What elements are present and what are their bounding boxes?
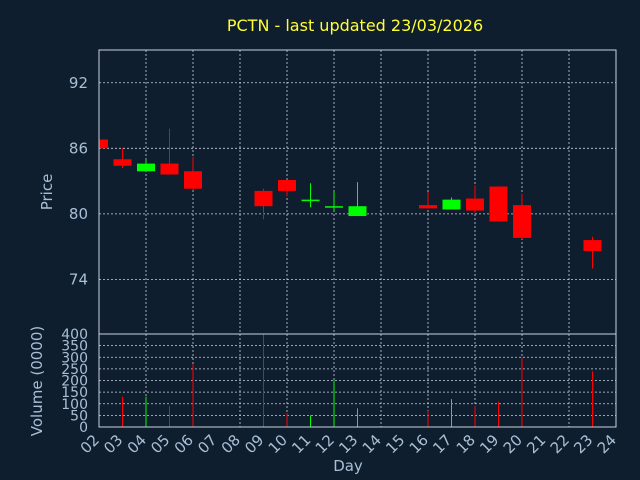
- candle-body: [160, 163, 179, 175]
- x-axis-label: Day: [333, 457, 363, 475]
- x-tick-label: 24: [594, 431, 620, 457]
- candle: [160, 128, 179, 175]
- candle-body: [489, 186, 508, 222]
- x-tick-label: 15: [382, 431, 408, 457]
- candle: [113, 148, 132, 168]
- volume-tick-label: 250: [61, 362, 88, 378]
- x-tick-label: 09: [241, 431, 267, 457]
- volume-tick-label: 0: [79, 420, 88, 436]
- x-tick-label: 23: [570, 431, 596, 457]
- candle-body: [348, 206, 367, 217]
- candle-body: [466, 198, 484, 211]
- candle: [513, 194, 531, 239]
- volume-bars: [122, 334, 593, 427]
- x-tick-label: 19: [476, 431, 502, 457]
- x-tick-label: 06: [171, 431, 197, 457]
- price-tick-label: 80: [69, 205, 88, 223]
- candle: [466, 185, 484, 213]
- candle: [278, 179, 296, 197]
- price-tick-label: 92: [69, 74, 88, 92]
- x-tick-label: 22: [547, 431, 573, 457]
- x-tick-label: 13: [335, 431, 361, 457]
- volume-tick-label: 200: [61, 374, 88, 390]
- x-ticks: 0203040506070809101112131415161718192021…: [77, 431, 620, 457]
- candle: [184, 157, 202, 190]
- chart-title: PCTN - last updated 23/03/2026: [227, 16, 483, 35]
- price-axis-label: Price: [38, 174, 56, 211]
- x-tick-label: 18: [453, 431, 479, 457]
- candle-body: [184, 171, 202, 189]
- candle-body: [419, 205, 437, 209]
- price-tick-label: 86: [69, 139, 88, 157]
- volume-frame: [98, 333, 617, 428]
- candle: [348, 182, 367, 217]
- x-tick-label: 03: [100, 431, 126, 457]
- volume-tick-label: 350: [61, 339, 88, 355]
- volume-axis-label: Volume (0000): [28, 326, 46, 436]
- x-tick-label: 04: [124, 431, 150, 457]
- candle: [419, 192, 437, 209]
- candle: [301, 183, 320, 208]
- candle-body: [278, 179, 296, 191]
- candle-body: [254, 190, 273, 207]
- candles: [98, 128, 602, 269]
- x-tick-label: 17: [429, 431, 455, 457]
- x-tick-label: 16: [406, 431, 432, 457]
- x-tick-label: 14: [359, 431, 385, 457]
- volume-tick-label: 300: [61, 350, 88, 366]
- x-tick-label: 20: [500, 431, 526, 457]
- candle: [442, 197, 461, 210]
- candle: [489, 186, 508, 222]
- volume-tick-label: 100: [61, 397, 88, 413]
- x-tick-label: 10: [265, 431, 291, 457]
- price-y-ticks: 74 80 86 92: [69, 74, 88, 289]
- volume-tick-label: 400: [61, 327, 88, 343]
- candle: [98, 137, 108, 149]
- x-tick-label: 08: [218, 431, 244, 457]
- x-tick-label: 07: [194, 431, 220, 457]
- candle-body: [99, 139, 108, 149]
- x-tick-label: 05: [147, 431, 173, 457]
- candle: [254, 188, 273, 220]
- x-tick-label: 12: [312, 431, 338, 457]
- candle-body: [325, 206, 343, 208]
- price-tick-label: 74: [69, 270, 88, 288]
- candle-body: [442, 199, 461, 210]
- candle: [325, 190, 343, 211]
- candle-body: [583, 240, 602, 251]
- candle-body: [301, 199, 320, 202]
- candle: [583, 236, 602, 269]
- candle-body: [113, 159, 132, 166]
- volume-tick-label: 50: [70, 408, 88, 424]
- x-tick-label: 21: [523, 431, 549, 457]
- volume-tick-label: 150: [61, 385, 88, 401]
- x-tick-label: 11: [288, 431, 314, 457]
- candle: [137, 159, 155, 172]
- candle-body: [137, 163, 155, 172]
- candle-body: [513, 205, 531, 238]
